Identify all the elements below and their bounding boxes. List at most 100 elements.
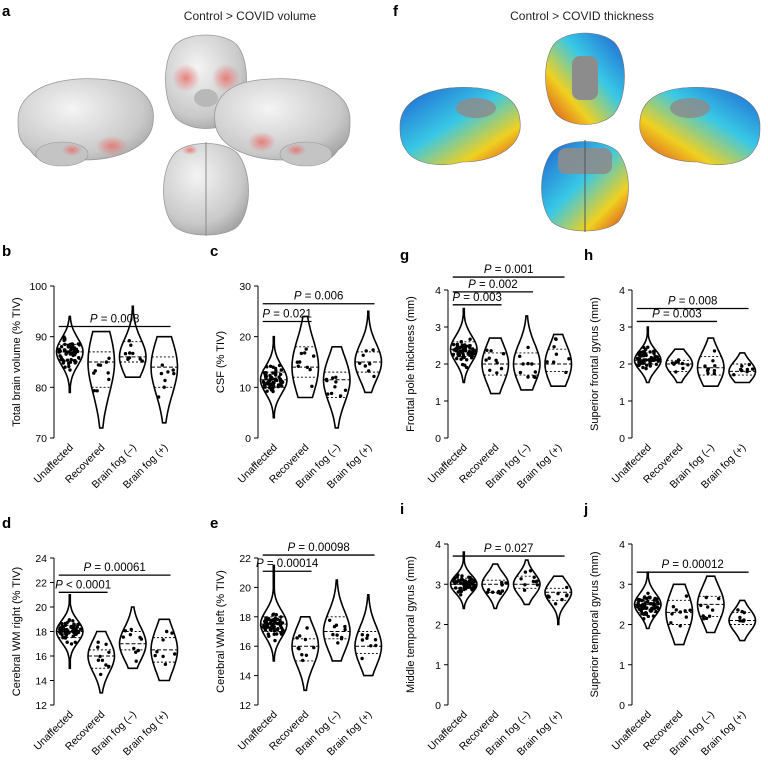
- data-point: [121, 635, 126, 639]
- y-tick-label: 2: [435, 359, 441, 371]
- data-point: [642, 361, 646, 365]
- data-point: [705, 369, 710, 373]
- data-point: [363, 364, 367, 368]
- data-point: [371, 348, 375, 352]
- data-point: [649, 602, 654, 606]
- data-point: [484, 358, 488, 362]
- data-point: [671, 605, 676, 609]
- data-point: [61, 627, 65, 631]
- data-point: [649, 608, 654, 613]
- data-point: [644, 366, 648, 371]
- data-point: [681, 366, 685, 371]
- data-point: [522, 588, 527, 592]
- data-point: [278, 620, 282, 624]
- data-point: [642, 345, 646, 350]
- violin-g-1: [481, 337, 510, 395]
- data-point: [707, 614, 712, 618]
- data-point: [273, 377, 278, 381]
- data-point: [468, 578, 472, 583]
- data-point: [456, 590, 460, 594]
- data-point: [710, 608, 715, 612]
- data-point: [93, 369, 98, 373]
- data-point: [648, 350, 652, 354]
- data-point: [646, 614, 650, 619]
- data-point: [272, 629, 276, 633]
- data-point: [674, 370, 678, 374]
- y-tick-label: 16: [35, 651, 47, 663]
- data-point: [553, 337, 558, 341]
- data-point: [500, 583, 504, 587]
- data-point: [642, 596, 646, 600]
- violin-g-3: [544, 333, 573, 387]
- data-point: [655, 597, 659, 601]
- data-point: [732, 373, 736, 377]
- data-point: [647, 595, 651, 600]
- data-point: [717, 596, 721, 601]
- y-tick-label: 0: [619, 433, 625, 445]
- data-point: [365, 633, 370, 637]
- y-axis-label: CSF (% TIV): [215, 331, 227, 393]
- data-point: [652, 349, 656, 353]
- data-point: [79, 627, 83, 631]
- data-point: [699, 603, 703, 608]
- comparison-label: P = 0.003: [452, 292, 502, 304]
- panel-letter-b: b: [2, 243, 11, 260]
- data-point: [531, 579, 536, 584]
- data-point: [95, 389, 99, 393]
- data-point: [104, 360, 109, 364]
- violin-j-1: [665, 583, 694, 646]
- y-tick-label: 12: [239, 700, 251, 712]
- data-point: [496, 590, 500, 595]
- data-point: [458, 345, 462, 350]
- data-point: [305, 626, 309, 630]
- data-point: [545, 360, 549, 364]
- data-point: [155, 650, 159, 654]
- data-point: [567, 357, 571, 361]
- data-point: [494, 358, 498, 362]
- y-tick-label: 18: [35, 627, 47, 639]
- data-point: [270, 376, 274, 381]
- data-point: [67, 619, 71, 623]
- data-point: [163, 378, 167, 383]
- data-point: [263, 373, 267, 377]
- data-point: [466, 351, 470, 356]
- data-point: [312, 645, 316, 650]
- data-point: [526, 345, 530, 350]
- data-point: [264, 620, 269, 624]
- data-point: [77, 356, 81, 360]
- data-point: [335, 633, 339, 637]
- data-point: [452, 579, 456, 584]
- data-point: [57, 347, 61, 352]
- data-point: [136, 648, 140, 653]
- data-point: [459, 340, 463, 344]
- y-tick-label: 1: [619, 396, 625, 408]
- data-point: [712, 371, 716, 376]
- y-tick-label: 22: [35, 578, 47, 590]
- data-point: [326, 392, 330, 396]
- y-tick-label: 1: [435, 396, 441, 408]
- data-point: [369, 644, 373, 648]
- data-point: [65, 358, 70, 362]
- data-point: [304, 653, 309, 657]
- data-point: [59, 345, 64, 349]
- data-point: [127, 356, 132, 360]
- data-point: [303, 351, 307, 355]
- y-tick-label: 24: [35, 553, 47, 565]
- y-tick-label: 90: [35, 332, 47, 344]
- data-point: [462, 348, 466, 353]
- data-point: [71, 619, 75, 623]
- y-axis-label: Middle temporal gyrus (mm): [405, 556, 417, 693]
- y-tick-label: 4: [435, 539, 441, 551]
- data-point: [61, 636, 65, 640]
- data-point: [637, 357, 641, 361]
- y-tick-label: 80: [35, 382, 47, 394]
- data-point: [73, 361, 77, 365]
- data-point: [77, 343, 82, 347]
- data-point: [501, 352, 506, 356]
- data-point: [131, 351, 135, 356]
- data-point: [66, 343, 71, 347]
- data-point: [652, 598, 656, 602]
- data-point: [69, 625, 73, 629]
- data-point: [128, 351, 132, 355]
